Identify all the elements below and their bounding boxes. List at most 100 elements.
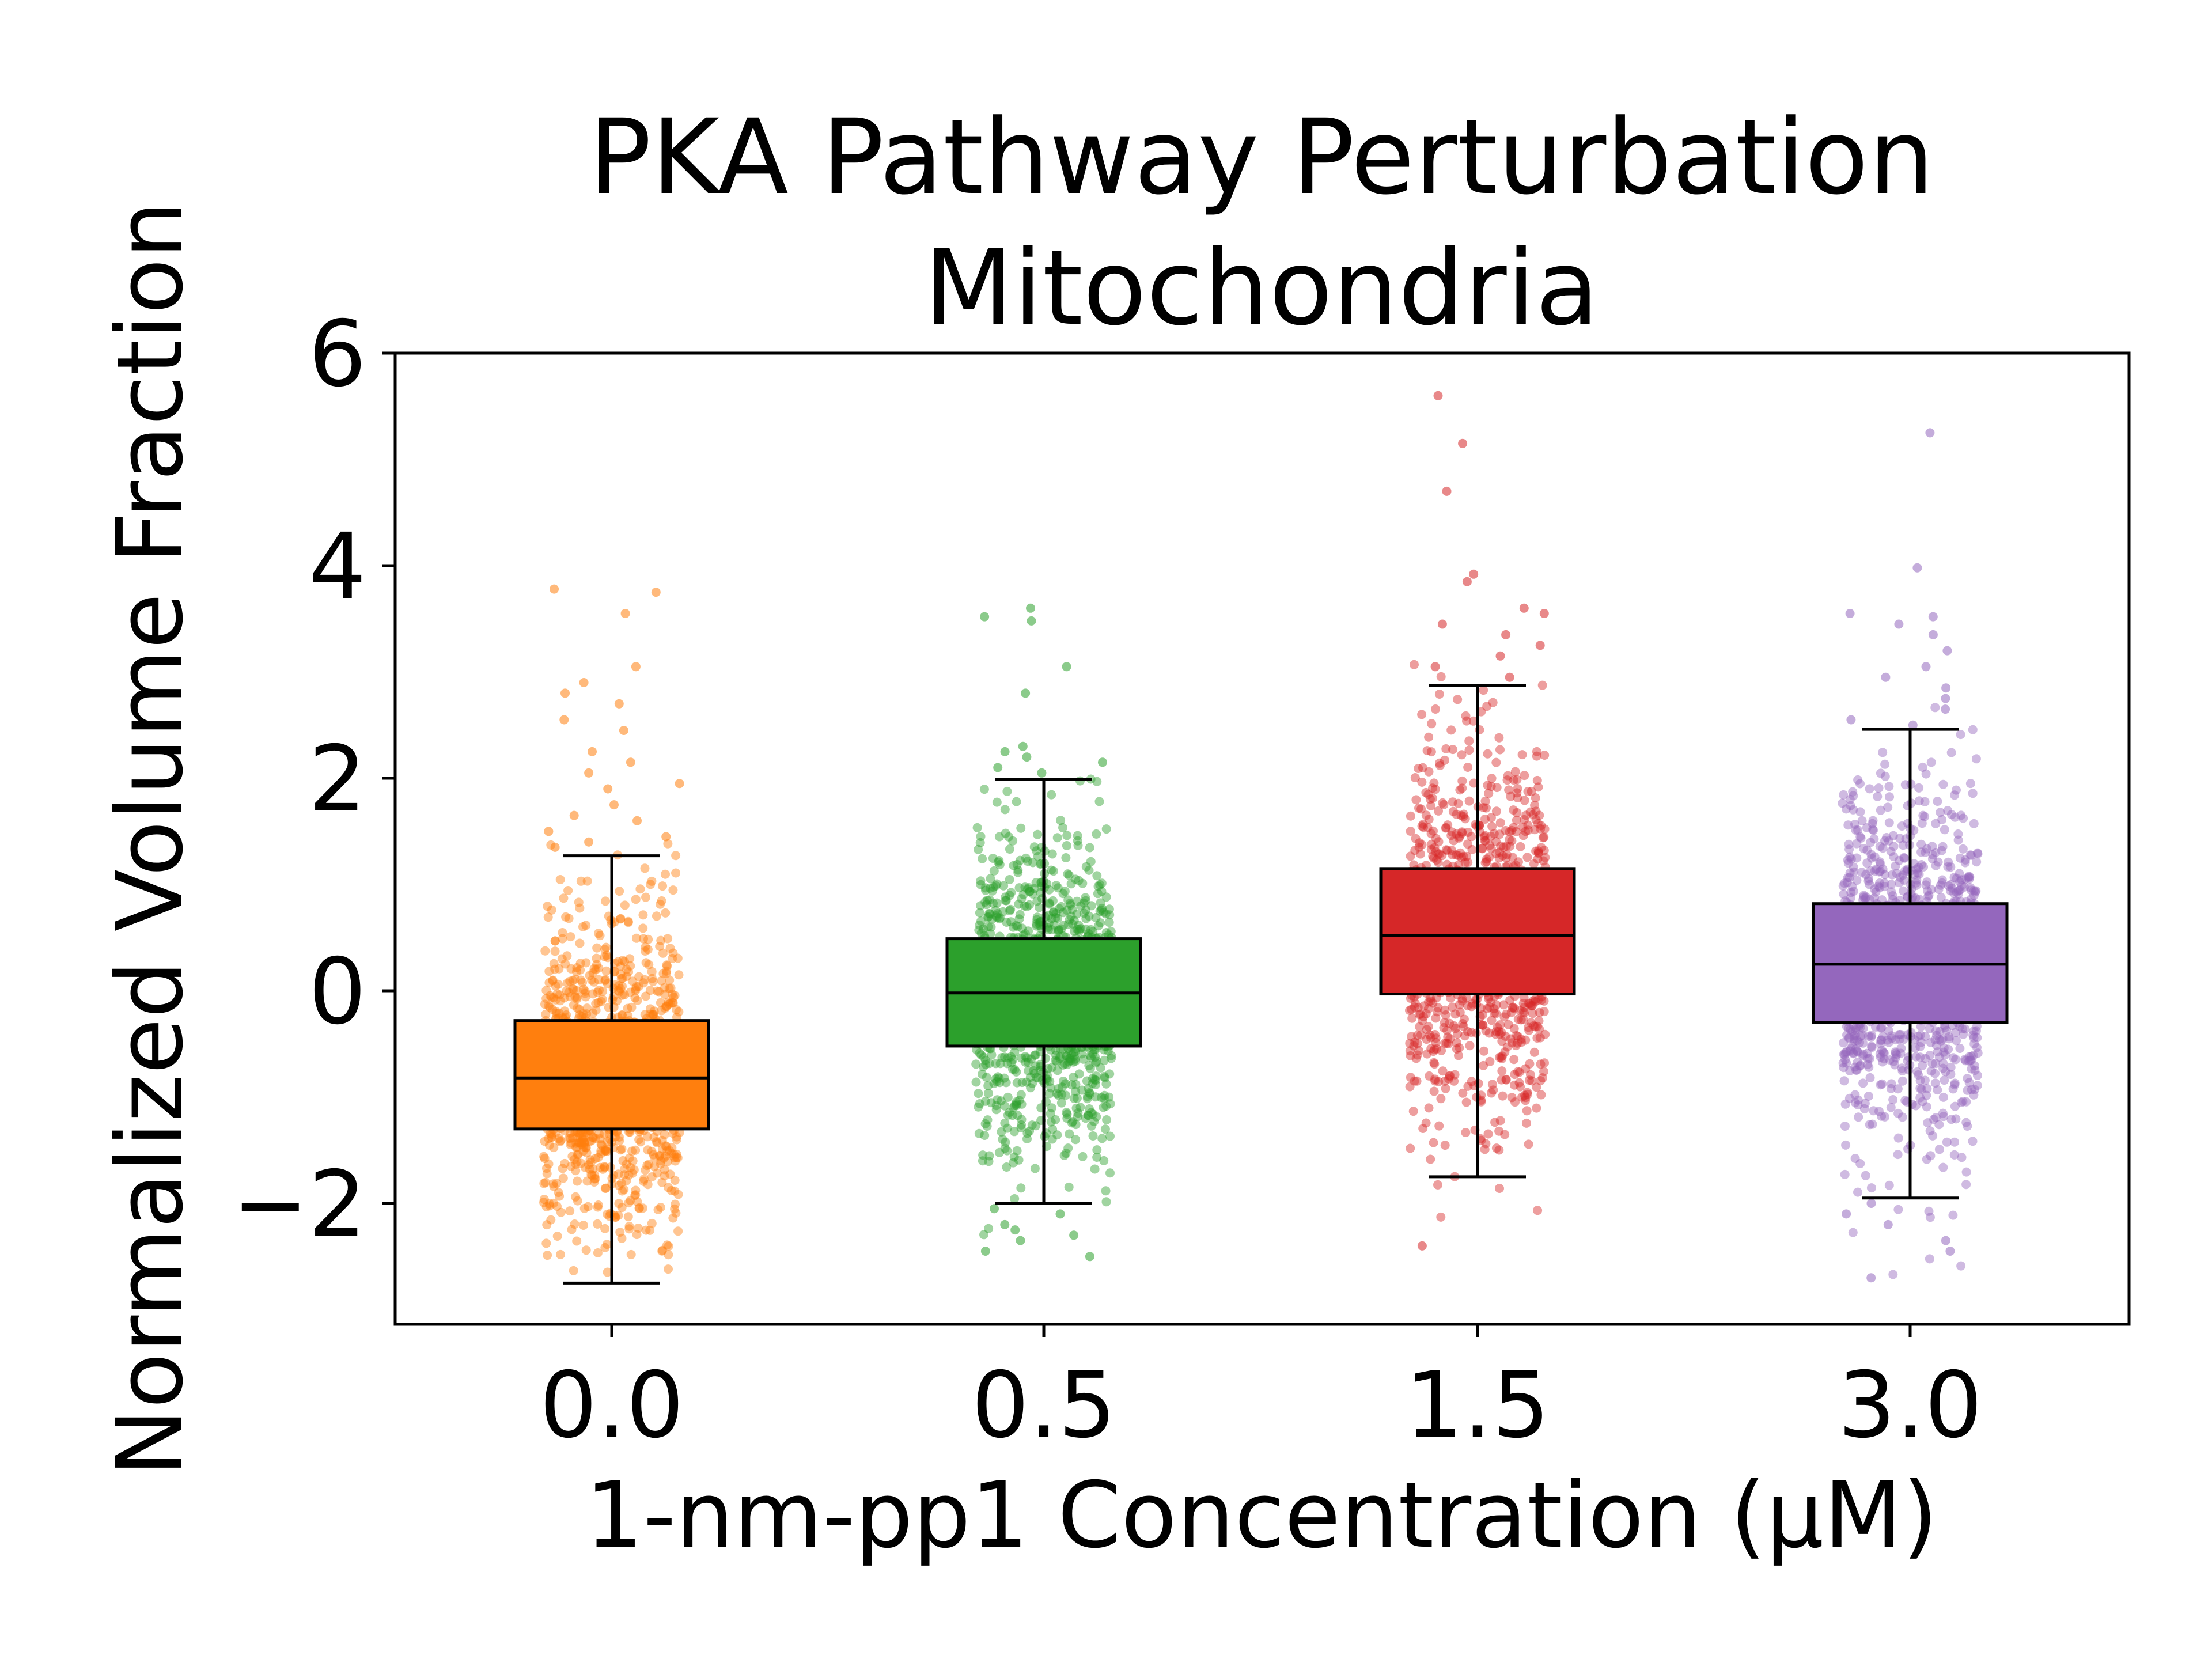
data-point	[1911, 893, 1921, 903]
data-point	[985, 909, 995, 919]
data-point	[1419, 1001, 1429, 1011]
data-point	[1088, 1049, 1098, 1059]
y-tick-label: 0	[308, 939, 366, 1045]
data-point	[1922, 1102, 1931, 1112]
data-point	[1536, 1090, 1546, 1100]
data-point	[1060, 1059, 1070, 1069]
data-point	[1092, 1056, 1101, 1066]
data-point	[1863, 1060, 1873, 1069]
data-point	[1428, 793, 1438, 803]
data-point	[1459, 809, 1468, 819]
data-point	[1934, 1145, 1944, 1154]
data-point	[660, 1165, 669, 1175]
data-point	[1066, 900, 1075, 910]
data-point	[1426, 1044, 1436, 1054]
data-point	[1000, 1052, 1010, 1062]
data-point	[1910, 870, 1919, 880]
data-point	[1960, 855, 1970, 865]
data-point	[1887, 887, 1896, 897]
data-point	[1459, 1021, 1468, 1031]
data-point	[1020, 1052, 1030, 1062]
data-point	[1528, 996, 1538, 1006]
data-point	[1070, 874, 1080, 884]
data-point	[1897, 1066, 1907, 1075]
data-point	[1051, 1115, 1060, 1124]
data-point	[1866, 1183, 1876, 1193]
data-point	[1020, 901, 1029, 911]
data-point	[1478, 1010, 1487, 1020]
data-point	[641, 892, 650, 902]
data-point	[1074, 876, 1084, 885]
data-point	[1929, 1115, 1938, 1124]
data-point	[1045, 1077, 1055, 1086]
data-point	[1866, 1032, 1876, 1042]
data-point	[592, 960, 601, 969]
box-plots-layer	[513, 684, 2009, 1285]
data-point	[590, 1154, 600, 1164]
data-point	[564, 914, 574, 923]
data-point	[1501, 1009, 1511, 1019]
data-point	[600, 1184, 610, 1193]
data-point	[1051, 912, 1060, 922]
data-point	[1487, 1088, 1496, 1098]
data-point	[600, 945, 609, 955]
data-point	[1452, 809, 1461, 819]
outlier-point	[1458, 438, 1468, 448]
data-point	[657, 976, 666, 986]
data-point	[657, 1006, 666, 1016]
data-point	[558, 1164, 567, 1173]
data-point	[1496, 841, 1506, 851]
data-point	[1917, 1084, 1926, 1094]
data-point	[620, 957, 630, 967]
data-point	[1032, 915, 1042, 925]
data-point	[1878, 864, 1888, 874]
data-point	[1410, 1037, 1420, 1047]
data-point	[1918, 762, 1927, 772]
data-point	[1900, 1096, 1910, 1105]
data-point	[1048, 907, 1058, 917]
data-point	[570, 992, 580, 1002]
data-point	[1537, 995, 1547, 1005]
data-point	[1895, 834, 1905, 843]
data-point	[1044, 899, 1054, 909]
data-point	[552, 989, 562, 999]
data-point	[1899, 1035, 1908, 1044]
data-point	[1855, 1159, 1865, 1168]
data-point	[1933, 1047, 1942, 1057]
data-point	[582, 1009, 592, 1019]
data-point	[668, 1128, 678, 1138]
data-point	[620, 990, 630, 999]
data-point	[558, 1173, 568, 1183]
data-point	[991, 1059, 1001, 1069]
data-point	[1911, 1052, 1921, 1062]
data-point	[1915, 1093, 1925, 1103]
data-point	[1104, 904, 1114, 914]
data-point	[1061, 1149, 1071, 1158]
data-point	[1530, 801, 1540, 810]
outlier-point	[1842, 1209, 1851, 1219]
data-point	[984, 1157, 994, 1166]
data-point	[601, 975, 610, 984]
data-point	[989, 866, 999, 876]
data-point	[617, 1010, 627, 1020]
data-point	[1088, 1078, 1097, 1088]
outlier-point	[1442, 486, 1452, 496]
data-point	[1937, 846, 1946, 855]
data-point	[1431, 1037, 1441, 1047]
data-point	[986, 929, 995, 939]
data-point	[1524, 998, 1533, 1008]
data-point	[660, 1171, 669, 1181]
data-point	[1029, 842, 1039, 852]
data-point	[1868, 816, 1878, 825]
data-point	[1876, 768, 1885, 778]
data-point	[1004, 832, 1014, 842]
data-point	[1075, 924, 1085, 934]
data-point	[1938, 842, 1948, 851]
data-point	[1406, 994, 1415, 1003]
data-point	[1842, 1047, 1851, 1056]
data-point	[1946, 748, 1956, 757]
data-point	[1056, 924, 1066, 934]
data-point	[1452, 1044, 1461, 1054]
data-point	[1921, 1032, 1930, 1041]
data-point	[1525, 999, 1535, 1009]
